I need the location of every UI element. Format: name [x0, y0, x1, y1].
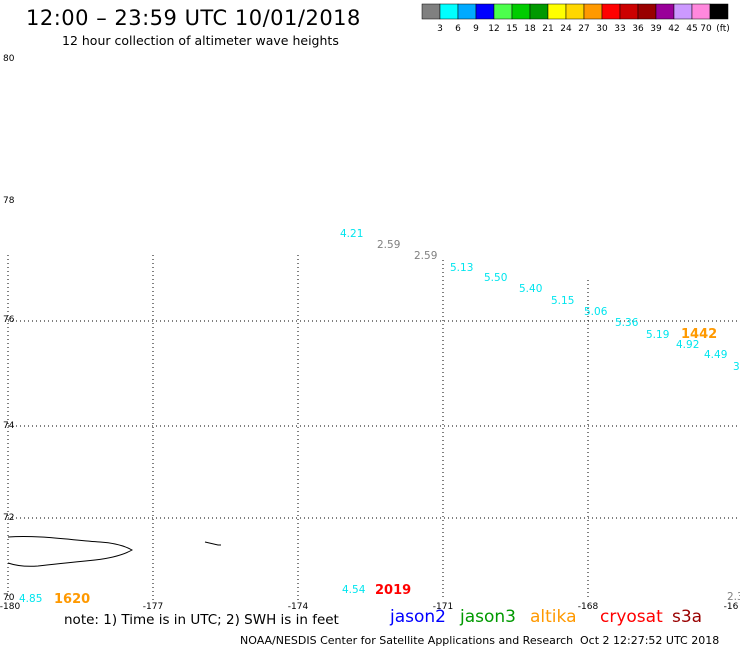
wave-height-value: 5.40: [519, 283, 542, 295]
wave-height-value: 5.15: [551, 295, 574, 307]
legend-label: 39: [650, 24, 662, 34]
legend-label: 24: [560, 24, 572, 34]
pass-time-labels: 1442 1620 2019: [54, 327, 717, 607]
lon-label: -168: [578, 602, 599, 612]
legend-swatch: [475, 3, 495, 20]
legend-label: 15: [506, 24, 517, 34]
credit-line: NOAA/NESDIS Center for Satellite Applica…: [240, 634, 574, 647]
legend-swatch: [619, 3, 639, 20]
latitude-labels: 80 78 76 74 72 70: [3, 54, 15, 603]
lat-label: 72: [3, 513, 14, 523]
satellite-altika: altika: [530, 607, 577, 627]
legend-label: 12: [488, 24, 499, 34]
legend-swatch: [439, 3, 459, 20]
satellite-jason2: jason2: [390, 607, 446, 627]
legend-label: (ft): [716, 24, 730, 34]
pass-time: 1620: [54, 592, 90, 607]
legend-label: 45: [686, 24, 697, 34]
wave-height-value: 4.49: [704, 349, 727, 361]
legend-label: 18: [524, 24, 536, 34]
map-subtitle: 12 hour collection of altimeter wave hei…: [62, 33, 339, 48]
wave-height-value: 4.21: [340, 228, 363, 240]
wave-height-value: 4.92: [676, 339, 699, 351]
latitude-gridlines: [8, 320, 740, 519]
satellite-s3a: s3a: [672, 607, 703, 627]
legend-swatch: [493, 3, 513, 20]
wave-height-value: 5.19: [646, 329, 669, 341]
legend-label: 6: [455, 24, 461, 34]
satellite-cryosat: cryosat: [600, 607, 663, 627]
longitude-gridlines: [7, 255, 589, 600]
lat-label: 78: [3, 196, 15, 206]
legend-label: 70: [700, 24, 712, 34]
map-title: 12:00 – 23:59 UTC 10/01/2018: [26, 6, 361, 30]
lat-label: 70: [3, 593, 15, 603]
wave-height-labels: 4.21 2.59 2.59 5.13 5.50 5.40 5.15 5.06 …: [19, 228, 740, 605]
generation-timestamp: Oct 2 12:27:52 UTC 2018: [580, 634, 720, 647]
legend-swatch: [511, 3, 531, 20]
legend-label: 30: [596, 24, 608, 34]
wave-height-value: 4.85: [19, 593, 42, 605]
lon-label: -16: [724, 602, 739, 612]
lat-label: 80: [3, 54, 15, 64]
legend-label: 21: [542, 24, 553, 34]
color-legend: 3 6 9 12 15 18 21 24 27 30 33 36 39 42 4…: [421, 3, 730, 34]
legend-label: 42: [668, 24, 679, 34]
lat-label: 76: [3, 315, 15, 325]
legend-label: 33: [614, 24, 625, 34]
legend-swatch: [709, 3, 729, 20]
legend-swatch: [691, 3, 711, 20]
legend-swatch: [637, 3, 657, 20]
legend-swatch: [547, 3, 567, 20]
footer-note: note: 1) Time is in UTC; 2) SWH is in fe…: [64, 612, 339, 628]
legend-label: 9: [473, 24, 479, 34]
wave-height-value: 4.54: [342, 584, 366, 596]
coastline-islet: [204, 541, 221, 546]
lon-label: -180: [0, 602, 20, 612]
wave-height-value: 5.50: [484, 272, 507, 284]
satellite-jason3: jason3: [460, 607, 516, 627]
wave-height-value: 2.3: [727, 591, 740, 603]
lon-label: -177: [143, 602, 163, 612]
legend-label: 27: [578, 24, 589, 34]
coastline-island: [7, 536, 134, 567]
wave-height-value: 3: [733, 361, 740, 373]
longitude-labels: -180 -177 -174 -171 -168 -16: [0, 602, 739, 612]
legend-swatch: [601, 3, 621, 20]
legend-swatch: [457, 3, 477, 20]
legend-swatch: [583, 3, 603, 20]
wave-height-value: 5.13: [450, 262, 473, 274]
legend-swatch: [655, 3, 675, 20]
legend-label: 3: [437, 24, 443, 34]
wave-height-value: 5.06: [584, 306, 608, 318]
pass-time: 2019: [375, 583, 411, 598]
legend-swatch: [565, 3, 585, 20]
legend-swatch: [529, 3, 549, 20]
wave-height-value: 5.36: [615, 317, 639, 329]
wave-height-value: 2.59: [414, 250, 437, 262]
pass-time: 1442: [681, 327, 717, 342]
lon-label: -174: [288, 602, 309, 612]
lat-label: 74: [3, 421, 15, 431]
legend-label: 36: [632, 24, 644, 34]
coastline: [7, 536, 221, 567]
legend-swatch: [421, 3, 441, 20]
wave-height-value: 2.59: [377, 239, 400, 251]
lon-label: -171: [433, 602, 453, 612]
legend-swatch: [673, 3, 693, 20]
